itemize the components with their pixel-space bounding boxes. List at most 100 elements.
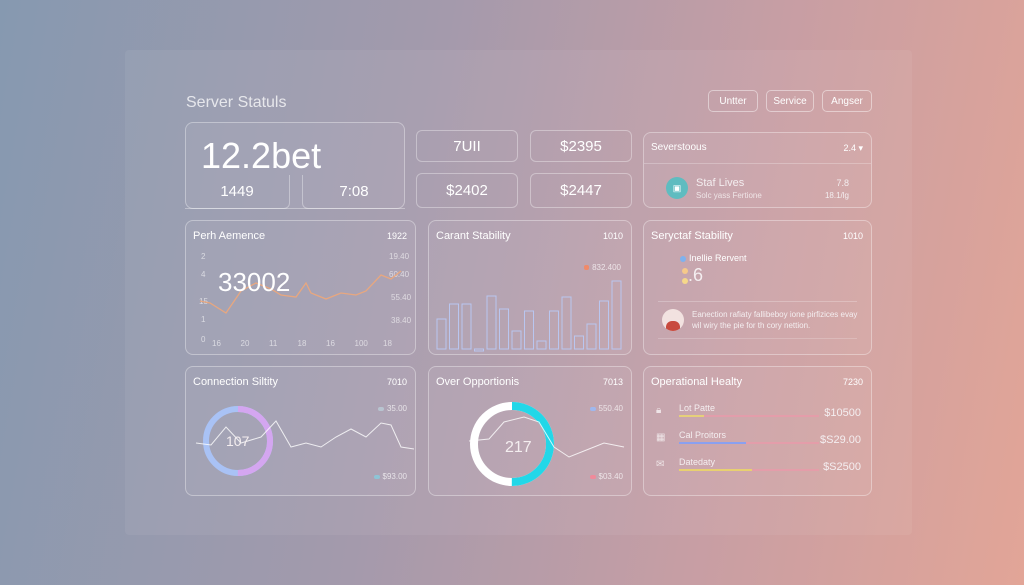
- page-title: Server Statuls: [186, 94, 287, 111]
- x-tick: 18: [297, 339, 307, 348]
- legend-label: Inellie Rervent: [689, 253, 747, 263]
- item-value: 7.8: [836, 178, 849, 188]
- tile[interactable]: $2395: [530, 130, 632, 162]
- version-selector[interactable]: 2.4 ▾: [843, 143, 863, 154]
- connection-card: Connection Siltity 7010 35.00 $93.00 107: [185, 366, 416, 496]
- legend-dot: [377, 406, 384, 411]
- card-title: Severstoous: [651, 142, 707, 153]
- card-value: 7230: [842, 377, 863, 387]
- card-title: Operational Healty: [651, 376, 743, 388]
- performance-line-chart: [199, 270, 402, 314]
- y-tick: 60.40: [389, 270, 410, 279]
- y-tick: 19.40: [389, 252, 410, 261]
- health-item-label: Cal Proitors: [679, 430, 727, 440]
- service-button[interactable]: Service: [766, 90, 814, 112]
- bar: [524, 310, 534, 350]
- legend-dot: [373, 474, 380, 479]
- card-value: 7013: [602, 377, 623, 387]
- card-title: Over Opportionis: [436, 376, 520, 388]
- operations-card: Over Opportionis 7013 550.40 $03.40 217: [428, 366, 632, 496]
- bar: [536, 340, 547, 350]
- angser-button[interactable]: Angser: [822, 90, 872, 112]
- tile[interactable]: 7UII: [416, 130, 518, 162]
- card-value: 1922: [386, 231, 407, 241]
- connection-chart: [195, 406, 415, 476]
- legend-label: 35.00: [386, 404, 407, 413]
- donut-value: 217: [505, 439, 532, 456]
- legend: 832.400: [584, 263, 621, 272]
- card-value: 7010: [386, 377, 407, 387]
- x-tick: 20: [240, 339, 250, 348]
- progress-fill: [679, 469, 752, 471]
- bar: [449, 303, 459, 350]
- carant-stability-card: Carant Stability 1010 832.400: [428, 220, 632, 355]
- status-dot: [682, 278, 688, 284]
- donut-segment: [470, 402, 554, 486]
- bar-chart: [436, 280, 622, 352]
- item-sub-value: 18.1/lg: [824, 191, 849, 200]
- legend-label: 550.40: [598, 404, 623, 413]
- overlay-value: 33002: [218, 267, 291, 297]
- bar: [474, 348, 484, 352]
- bar: [461, 303, 472, 350]
- progress-fill: [679, 442, 747, 444]
- operations-chart: [468, 402, 625, 486]
- connection-line: [195, 420, 415, 450]
- item-name: Staf Lives: [696, 177, 745, 189]
- legend: Inellie Rervent: [680, 253, 747, 263]
- legend-top: 550.40: [589, 404, 623, 413]
- sub-value-2: 7:08: [302, 175, 405, 209]
- operations-line: [468, 416, 625, 458]
- bar: [436, 318, 447, 350]
- bar: [549, 310, 559, 350]
- server-icon: ▣: [666, 177, 688, 199]
- stability-value: .6: [688, 265, 704, 285]
- x-tick: 18: [383, 339, 392, 348]
- x-tick: 11: [269, 339, 278, 348]
- avatar: [662, 309, 684, 331]
- health-item-value: $10500: [824, 407, 861, 419]
- server-status-card: Severstoous 2.4 ▾ ▣ Staf Lives Solc yass…: [643, 132, 872, 208]
- message-text: Eanection rafiaty fallibeboy ione pirfiz…: [692, 310, 858, 330]
- health-item-value: $S29.00: [820, 434, 861, 446]
- legend-label: $93.00: [382, 472, 407, 481]
- lock-icon: 🔒︎: [656, 405, 662, 416]
- bar: [586, 323, 597, 350]
- progress-track: [679, 469, 819, 471]
- legend-dot: [584, 265, 590, 271]
- tile[interactable]: $2447: [530, 173, 632, 208]
- legend-dot: [589, 406, 596, 411]
- donut-segment: [203, 406, 273, 476]
- sub-value-1: 1449: [185, 175, 290, 209]
- x-tick: 16: [326, 339, 335, 348]
- legend-bottom: $03.40: [589, 472, 623, 481]
- tile[interactable]: $2402: [416, 173, 518, 208]
- calendar-icon: ▦: [656, 432, 666, 443]
- performance-card: Perh Aemence 1922 2 4 15 1 0 19.40 60.40…: [185, 220, 416, 355]
- bar: [599, 300, 609, 350]
- divider: [658, 338, 857, 339]
- legend-label: $03.40: [598, 472, 623, 481]
- legend-bottom: $93.00: [373, 472, 407, 481]
- item-sub: Solc yass Fertione: [696, 191, 762, 200]
- card-title: Perh Aemence: [193, 230, 266, 242]
- divider: [658, 301, 857, 302]
- card-title: Connection Siltity: [193, 376, 278, 388]
- chevron-down-icon: ▾: [855, 143, 863, 153]
- big-value: 12.2bet: [201, 135, 322, 176]
- legend-dot: [589, 474, 596, 479]
- seryctaf-stability-card: Seryctaf Stability 1010 Inellie Rervent …: [643, 220, 872, 355]
- card-value: 1010: [602, 231, 623, 241]
- progress-track: [679, 442, 819, 444]
- card-title: Seryctaf Stability: [651, 230, 733, 242]
- divider: [644, 163, 871, 164]
- y-tick: 4: [201, 270, 206, 279]
- y-tick: 55.40: [391, 293, 412, 302]
- health-item-value: $S2500: [823, 461, 861, 473]
- y-tick: 0: [201, 335, 206, 344]
- untter-button[interactable]: Untter: [708, 90, 758, 112]
- legend-dot: [680, 255, 686, 262]
- bar: [574, 335, 584, 350]
- health-item-label: Datedaty: [679, 457, 716, 467]
- y-tick: 38.40: [391, 316, 412, 325]
